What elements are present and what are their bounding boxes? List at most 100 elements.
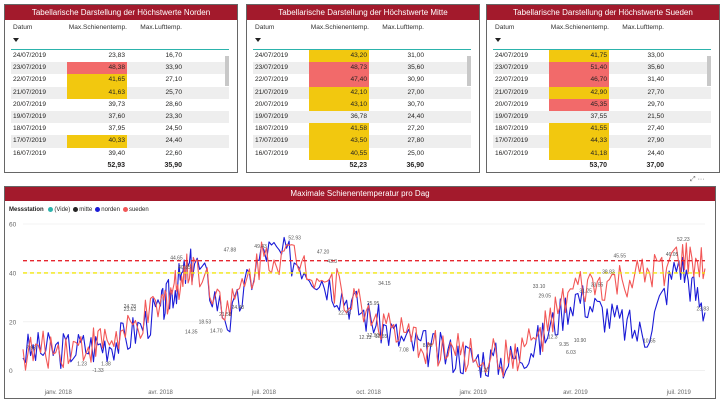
table-row[interactable]: 19/07/2019 36,78 24,40: [253, 110, 471, 124]
conditional-highlight: [549, 62, 609, 75]
scrollbar[interactable]: [467, 48, 471, 158]
data-table: Datum Max.Schienentemp. Max.Lufttemp. 24/07…: [11, 22, 229, 171]
table-title: Tabellarische Darstellung der Höchstwert…: [487, 5, 719, 20]
table-row[interactable]: 22/07/2019 41,65 27,10: [11, 74, 229, 87]
date-cell: 20/07/2019: [13, 100, 47, 108]
table-row[interactable]: 16/07/2019 39,40 22,60: [11, 148, 229, 160]
table-row[interactable]: 18/07/2019 37,95 24,50: [11, 123, 229, 135]
data-label: 52.93: [288, 235, 301, 241]
table-row[interactable]: 16/07/2019 41,18 24,40: [493, 147, 711, 160]
rail-temp-cell: 44,33: [590, 137, 607, 145]
table-row[interactable]: 20/07/2019 43,10 30,70: [253, 98, 471, 111]
table-row[interactable]: 17/07/2019 40,33 24,40: [11, 135, 229, 148]
air-temp-cell: 27,70: [647, 88, 664, 96]
data-label: 8.88: [423, 343, 433, 349]
table-row[interactable]: 17/07/2019 44,33 27,90: [493, 135, 711, 148]
table-row[interactable]: 19/07/2019 37,55 21,50: [493, 110, 711, 124]
data-label: 47.88: [224, 248, 237, 254]
column-header[interactable]: Max.Schienentemp.: [310, 24, 369, 31]
more-options-icon[interactable]: ···: [697, 176, 705, 183]
expand-icon[interactable]: ⤢: [690, 176, 696, 183]
legend-item[interactable]: sueden: [120, 207, 149, 213]
legend-label: norden: [101, 207, 120, 214]
date-cell: 21/07/2019: [255, 88, 289, 96]
sort-desc-icon[interactable]: [255, 38, 261, 42]
legend-item[interactable]: (Vide): [45, 207, 70, 213]
column-header[interactable]: Max.Lufttemp.: [140, 24, 182, 31]
table-title: Tabellarische Darstellung der Höchstwert…: [5, 5, 237, 20]
table-row[interactable]: 24/07/2019 23,83 16,70: [11, 50, 229, 62]
line-chart[interactable]: 0 20 40 60 janv. 2018 avr. 2018 juil. 2018 oct.…: [5, 202, 715, 398]
data-label: 23.83: [696, 306, 709, 312]
air-temp-cell: 27,80: [407, 137, 424, 145]
sort-desc-icon[interactable]: [495, 38, 501, 42]
column-header[interactable]: Max.Lufttemp.: [382, 24, 424, 31]
y-tick-label: 0: [9, 368, 13, 375]
rail-temp-cell: 37,55: [590, 112, 607, 120]
air-temp-cell: 27,20: [407, 125, 424, 133]
date-cell: 23/07/2019: [13, 64, 47, 72]
table-row[interactable]: 18/07/2019 41,55 27,40: [493, 123, 711, 136]
column-header[interactable]: Max.Lufttemp.: [622, 24, 664, 31]
table-row[interactable]: 21/07/2019 41,63 25,70: [11, 86, 229, 99]
legend-label: mitte: [79, 207, 93, 214]
table-row[interactable]: 24/07/2019 41,75 33,00: [493, 50, 711, 63]
date-cell: 18/07/2019: [255, 125, 289, 133]
table-row[interactable]: 19/07/2019 37,60 23,30: [11, 110, 229, 124]
table-row[interactable]: 22/07/2019 47,40 30,90: [253, 74, 471, 87]
table-row[interactable]: 22/07/2019 46,70 31,40: [493, 74, 711, 87]
scrollbar-thumb[interactable]: [467, 56, 471, 86]
column-header[interactable]: Datum: [495, 24, 515, 31]
table-row[interactable]: 16/07/2019 40,55 25,00: [253, 147, 471, 160]
data-label: 12.90: [367, 333, 380, 339]
air-temp-cell: 28,60: [165, 100, 182, 108]
column-header[interactable]: Max.Schienentemp.: [68, 24, 127, 31]
conditional-highlight: [309, 50, 369, 63]
legend-item[interactable]: norden: [92, 207, 120, 213]
conditional-highlight: [67, 86, 127, 99]
conditional-highlight: [67, 74, 127, 87]
data-label: 45.55: [613, 253, 626, 259]
table-row[interactable]: 21/07/2019 42,90 27,70: [493, 86, 711, 99]
table-row[interactable]: 23/07/2019 48,38 33,90: [11, 62, 229, 75]
scrollbar-thumb[interactable]: [225, 56, 229, 86]
legend-label: (Vide): [54, 207, 71, 214]
data-label: 9.35: [559, 342, 569, 348]
rail-temp-cell: 45,35: [590, 100, 607, 108]
totals-row: 52,23 36,90: [253, 160, 471, 171]
visual-header-icons[interactable]: ⤢ ···: [690, 176, 705, 184]
rail-temp-cell: 51,40: [590, 64, 607, 72]
table-row[interactable]: 18/07/2019 41,58 27,20: [253, 123, 471, 136]
column-header[interactable]: Max.Schienentemp.: [550, 24, 609, 31]
data-label: 1.23: [77, 362, 87, 368]
table-panel-1: Tabellarische Darstellung der Höchstwert…: [246, 4, 480, 173]
table-row[interactable]: 21/07/2019 42,10 27,00: [253, 86, 471, 99]
totals-row: 52,93 35,90: [11, 160, 229, 171]
date-cell: 22/07/2019: [495, 76, 529, 84]
totals-row: 53,70 37,00: [493, 160, 711, 171]
air-temp-cell: 35,60: [407, 64, 424, 72]
legend-item[interactable]: mitte: [70, 207, 92, 213]
legend-marker-icon: [122, 207, 128, 212]
table-row[interactable]: 20/07/2019 39,73 28,60: [11, 99, 229, 111]
data-label: 14.35: [185, 330, 198, 336]
table-row[interactable]: 24/07/2019 43,20 31,00: [253, 50, 471, 63]
table-row[interactable]: 23/07/2019 51,40 35,60: [493, 62, 711, 75]
table-row[interactable]: 17/07/2019 43,50 27,80: [253, 135, 471, 148]
x-tick-label: oct. 2018: [356, 390, 381, 396]
data-label: 44.65: [170, 256, 183, 262]
air-temp-cell: 23,30: [165, 112, 182, 120]
x-tick-label: juil. 2019: [666, 390, 692, 396]
column-header[interactable]: Datum: [255, 24, 275, 31]
table-title: Tabellarische Darstellung der Höchstwert…: [247, 5, 479, 20]
scrollbar[interactable]: [225, 48, 229, 158]
rail-temp-cell: 41,75: [590, 52, 607, 59]
date-cell: 19/07/2019: [255, 112, 289, 120]
table-row[interactable]: 23/07/2019 48,73 35,60: [253, 62, 471, 75]
date-cell: 23/07/2019: [255, 64, 289, 72]
column-header[interactable]: Datum: [13, 24, 33, 31]
scrollbar[interactable]: [707, 48, 711, 158]
sort-desc-icon[interactable]: [13, 38, 19, 42]
table-row[interactable]: 20/07/2019 45,35 29,70: [493, 98, 711, 111]
scrollbar-thumb[interactable]: [707, 56, 711, 86]
